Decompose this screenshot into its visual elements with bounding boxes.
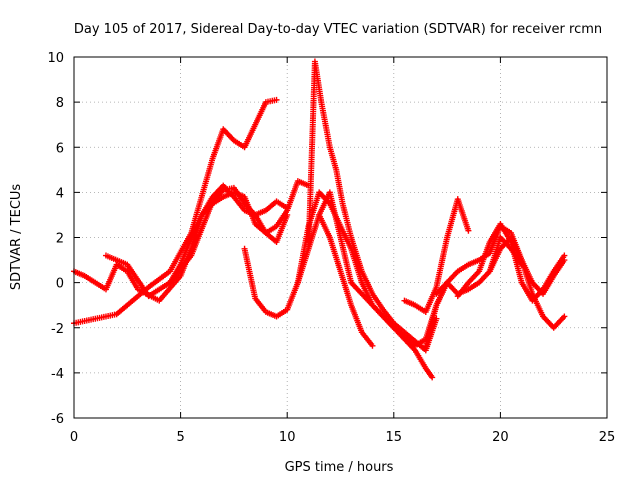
data-point xyxy=(465,227,472,234)
data-point xyxy=(561,313,568,320)
y-tick-label: 8 xyxy=(56,96,64,111)
y-axis-label: SDTVAR / TECUs xyxy=(9,184,24,291)
y-tick-label: 2 xyxy=(56,232,64,247)
series-track-5 xyxy=(241,189,436,381)
x-tick-label: 0 xyxy=(70,430,78,445)
data-point xyxy=(561,257,568,264)
chart-title: Day 105 of 2017, Sidereal Day-to-day VTE… xyxy=(74,22,602,37)
series-track-7 xyxy=(305,189,451,349)
y-tick-label: -6 xyxy=(51,412,64,427)
x-tick-label: 10 xyxy=(279,430,296,445)
series-track-8 xyxy=(316,211,376,349)
data-point xyxy=(273,96,280,103)
x-tick-label: 25 xyxy=(599,430,616,445)
y-tick-label: 6 xyxy=(56,141,64,156)
series-track-4 xyxy=(166,178,312,286)
y-tick-label: 0 xyxy=(56,277,64,292)
x-tick-label: 15 xyxy=(386,430,403,445)
y-tick-label: -2 xyxy=(51,322,64,337)
x-axis-label: GPS time / hours xyxy=(285,460,394,475)
series-track-13 xyxy=(486,234,568,297)
data-point xyxy=(369,342,376,349)
series-layer xyxy=(71,58,568,381)
data-point xyxy=(429,374,436,381)
y-tick-label: 10 xyxy=(47,51,64,66)
axes-layer: 0 5 10 15 20 25 -6 -4 -2 0 2 4 6 8 10 xyxy=(47,51,615,445)
x-tick-label: 20 xyxy=(492,430,509,445)
y-tick-label: -4 xyxy=(51,367,64,382)
grid-layer xyxy=(74,57,607,418)
series-track-9 xyxy=(401,196,472,315)
y-tick-label: 4 xyxy=(56,186,64,201)
x-tick-label: 5 xyxy=(176,430,184,445)
